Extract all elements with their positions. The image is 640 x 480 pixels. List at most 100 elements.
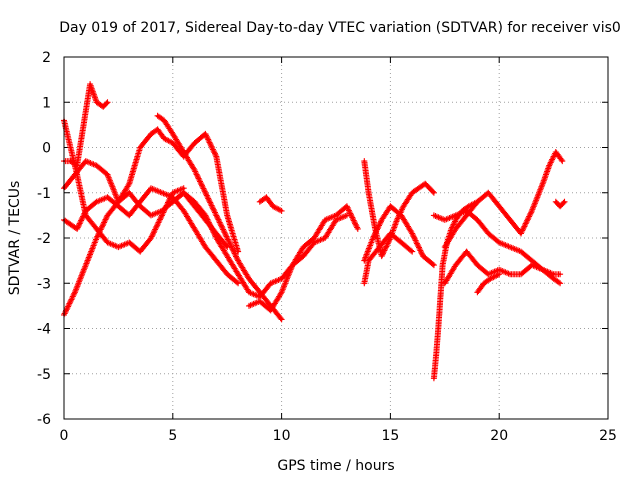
data-point <box>554 200 557 203</box>
x-tick-label: 5 <box>168 428 177 444</box>
data-point <box>363 159 366 163</box>
data-point <box>530 259 534 262</box>
data-point <box>476 291 479 294</box>
y-tick-label: -5 <box>37 367 51 383</box>
data-point <box>302 254 305 258</box>
data-point <box>226 245 229 249</box>
data-point <box>128 191 131 194</box>
data-point <box>280 277 283 280</box>
y-tick-label: 0 <box>42 141 51 157</box>
y-tick-label: -2 <box>37 231 51 247</box>
data-point <box>454 218 457 222</box>
data-point <box>215 214 218 217</box>
data-point <box>193 200 196 203</box>
data-point <box>84 214 87 217</box>
data-point <box>226 254 229 258</box>
data-point <box>101 105 105 108</box>
series-sat-g <box>169 189 350 300</box>
data-point <box>395 218 399 222</box>
data-point <box>84 263 87 267</box>
data-point <box>106 101 109 104</box>
data-point <box>519 250 523 253</box>
data-point <box>417 187 420 190</box>
data-point <box>302 245 305 249</box>
data-point <box>432 214 436 217</box>
series-sat-i <box>256 194 285 214</box>
data-point <box>236 259 240 262</box>
chart-title: Day 019 of 2017, Sidereal Day-to-day VTE… <box>59 20 621 36</box>
data-point <box>149 236 153 240</box>
data-point <box>454 263 457 267</box>
x-tick-label: 25 <box>599 428 617 444</box>
data-point <box>226 236 229 240</box>
data-point <box>363 259 366 262</box>
data-point <box>128 241 131 244</box>
data-point <box>482 282 486 285</box>
data-point <box>345 205 349 208</box>
data-point <box>269 309 272 312</box>
data-point <box>552 273 555 276</box>
data-point <box>563 200 566 203</box>
data-point <box>548 164 551 167</box>
data-point <box>280 291 283 294</box>
data-point <box>69 146 72 149</box>
data-point <box>149 132 153 136</box>
data-point <box>193 141 196 145</box>
data-point <box>323 218 327 222</box>
data-point <box>95 164 98 167</box>
data-point <box>215 259 218 262</box>
data-point <box>441 263 444 267</box>
data-point <box>128 214 131 217</box>
data-point <box>465 250 468 253</box>
data-point <box>73 291 77 294</box>
data-point <box>443 245 446 249</box>
data-point <box>450 227 453 231</box>
data-point <box>400 214 403 217</box>
data-point <box>554 150 557 154</box>
data-point <box>410 232 414 235</box>
data-point <box>334 214 338 217</box>
data-point <box>117 200 120 203</box>
data-point <box>88 82 92 86</box>
data-point <box>215 236 218 240</box>
data-point <box>162 119 166 122</box>
data-point <box>269 282 272 285</box>
data-point <box>345 214 349 217</box>
data-point <box>323 236 327 240</box>
data-point <box>84 110 87 113</box>
data-point <box>258 300 262 303</box>
plot-frame <box>63 56 609 420</box>
series-markers <box>552 198 568 210</box>
data-point <box>193 227 196 231</box>
data-point <box>258 295 262 299</box>
data-point <box>226 273 229 276</box>
data-point <box>149 187 153 190</box>
data-point <box>356 227 359 231</box>
data-point <box>106 214 109 217</box>
series-markers <box>61 81 111 169</box>
data-point <box>95 101 98 104</box>
data-point <box>467 205 470 208</box>
data-point <box>465 214 468 217</box>
series-markers <box>441 149 566 251</box>
series-sat-q <box>474 271 503 296</box>
data-point <box>75 173 79 176</box>
y-tick-label: -6 <box>37 412 51 428</box>
y-axis-label: SDTVAR / TECUs <box>7 181 23 296</box>
data-point <box>204 245 207 249</box>
data-point <box>171 132 174 136</box>
data-point <box>182 150 185 154</box>
data-point <box>334 218 338 222</box>
data-point <box>519 232 523 235</box>
tick-labels: 0 5 10 15 20 25 -6 -5 -4 -3 -2 -1 0 1 2 <box>37 50 617 444</box>
data-point <box>389 205 392 208</box>
data-point <box>247 291 251 294</box>
data-point <box>117 245 120 249</box>
series-sat-f <box>154 112 285 323</box>
data-point <box>171 191 174 194</box>
data-point <box>204 214 207 217</box>
data-point <box>424 182 427 185</box>
x-tick-label: 15 <box>381 428 399 444</box>
data-point <box>265 196 268 199</box>
data-point <box>171 141 174 145</box>
